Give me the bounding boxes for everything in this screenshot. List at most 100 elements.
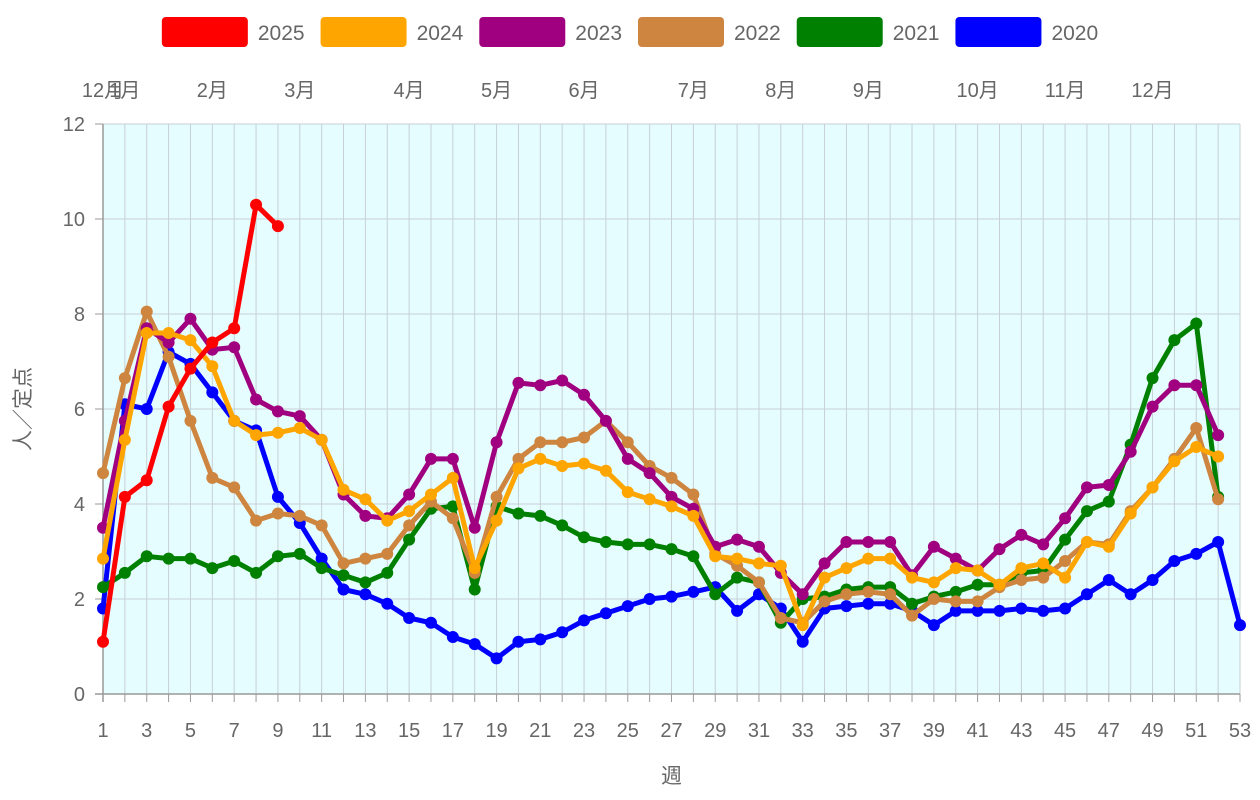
data-point — [228, 414, 241, 427]
data-point — [709, 588, 722, 601]
data-point — [206, 562, 219, 575]
data-point — [884, 588, 897, 601]
data-point — [184, 312, 197, 325]
data-point — [643, 538, 656, 551]
data-point — [1037, 557, 1050, 570]
data-point — [927, 540, 940, 553]
data-point — [359, 493, 372, 506]
x-tick-labels: 1 3 5 7 9 11 13 15 17 19 21 23 25 27 29 31 33 35 37 39 41 43 4… — [97, 720, 1251, 742]
data-point — [490, 490, 503, 503]
data-point — [337, 583, 350, 596]
data-point — [599, 536, 612, 548]
data-point — [1059, 571, 1072, 584]
data-point — [271, 405, 284, 418]
data-point — [578, 388, 591, 401]
data-point — [687, 550, 700, 563]
month-label: 3月 — [284, 80, 315, 102]
x-tick-label: 47 — [1098, 720, 1120, 742]
data-point — [949, 552, 962, 565]
data-point — [1015, 602, 1028, 615]
data-point — [578, 457, 591, 470]
x-tick-label: 35 — [835, 720, 857, 742]
data-point — [1015, 562, 1028, 575]
data-point — [731, 533, 744, 546]
legend-item-2022: 2022 — [638, 17, 781, 47]
data-point — [862, 585, 875, 598]
legend-label: 2022 — [734, 22, 781, 45]
data-point — [578, 431, 591, 444]
data-point — [512, 376, 525, 389]
data-point — [840, 536, 853, 548]
data-point — [1146, 574, 1159, 586]
data-point — [250, 514, 263, 527]
data-point — [1190, 317, 1203, 330]
data-point — [731, 552, 744, 565]
x-tick-label: 19 — [485, 720, 507, 742]
data-point — [206, 471, 219, 484]
data-point — [293, 410, 306, 423]
month-label: 6月 — [568, 80, 599, 102]
data-point — [862, 552, 875, 565]
x-tick-label: 7 — [229, 720, 240, 742]
data-point — [971, 595, 984, 608]
data-point — [621, 538, 634, 551]
legend-swatch — [161, 17, 248, 47]
y-tick-label: 2 — [74, 589, 85, 611]
data-point — [359, 509, 372, 522]
data-point — [906, 597, 919, 610]
y-tick-label: 8 — [74, 304, 85, 326]
data-point — [1124, 445, 1137, 458]
data-point — [228, 322, 241, 335]
data-point — [534, 509, 547, 522]
data-point — [403, 612, 416, 624]
data-point — [446, 452, 459, 465]
data-point — [1059, 602, 1072, 615]
data-point — [971, 564, 984, 577]
data-point — [949, 585, 962, 598]
month-label: 5月 — [481, 80, 512, 102]
data-point — [884, 552, 897, 565]
data-point — [1146, 400, 1159, 413]
data-point — [140, 403, 153, 415]
data-point — [687, 585, 700, 598]
data-point — [228, 555, 241, 567]
data-point — [971, 604, 984, 617]
legend-label: 2020 — [1051, 22, 1098, 45]
data-point — [359, 576, 372, 589]
data-point — [118, 372, 131, 385]
data-point — [1212, 429, 1225, 442]
series-line-2024 — [100, 330, 1221, 628]
data-point — [862, 536, 875, 548]
data-point — [643, 493, 656, 506]
data-point — [621, 600, 634, 613]
data-point — [993, 578, 1006, 591]
month-label: 7月 — [678, 80, 709, 102]
data-point — [599, 607, 612, 620]
y-tick-label: 6 — [74, 399, 85, 421]
data-point — [359, 552, 372, 565]
data-point — [1168, 455, 1181, 468]
data-point — [293, 547, 306, 560]
data-point — [184, 334, 197, 347]
x-tick-label: 33 — [792, 720, 814, 742]
series-2025 — [97, 198, 284, 648]
x-tick-label: 37 — [879, 720, 901, 742]
data-point — [971, 578, 984, 591]
data-point — [403, 488, 416, 501]
x-axis-title: 週 — [661, 765, 682, 788]
data-point — [906, 571, 919, 584]
data-point — [184, 552, 197, 565]
data-point — [424, 452, 437, 465]
data-point — [1059, 533, 1072, 546]
x-tick-label: 23 — [573, 720, 595, 742]
data-point — [1015, 528, 1028, 541]
data-point — [315, 519, 328, 532]
data-point — [1190, 379, 1203, 392]
data-point — [818, 557, 831, 570]
data-point — [1015, 574, 1028, 586]
data-point — [1212, 536, 1225, 548]
data-point — [140, 305, 153, 318]
x-tick-label: 29 — [704, 720, 726, 742]
data-point — [578, 614, 591, 627]
y-tick-label: 12 — [63, 114, 85, 136]
